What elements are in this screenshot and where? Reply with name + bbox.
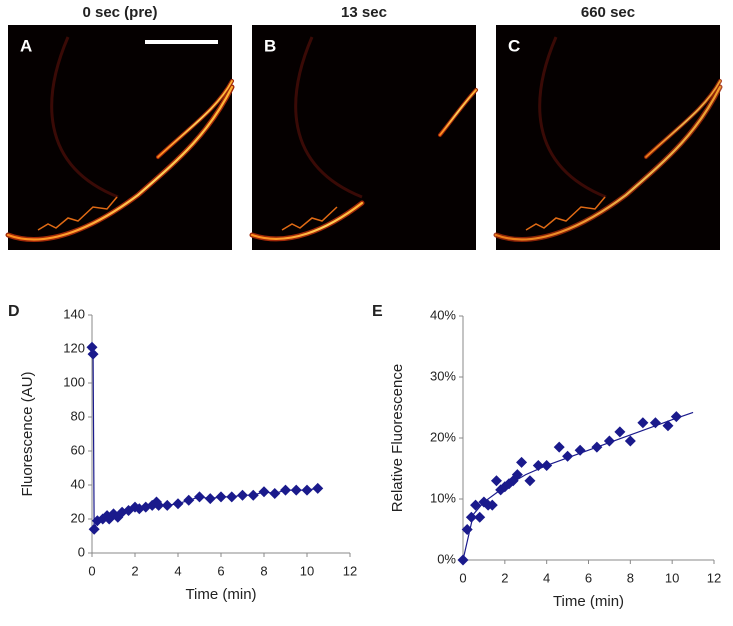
image-title: 13 sec <box>341 4 387 21</box>
faint-membrane <box>50 36 119 199</box>
data-point <box>269 488 281 499</box>
image-title: 0 sec (pre) <box>82 4 157 21</box>
membrane-signal <box>494 85 722 241</box>
x-axis-label: Time (min) <box>185 586 256 603</box>
data-point <box>637 417 649 429</box>
x-tick-label: 4 <box>543 570 550 585</box>
data-point <box>553 441 565 453</box>
y-tick-label: 80 <box>71 408 85 423</box>
data-point <box>183 494 195 506</box>
data-point <box>247 489 259 501</box>
x-tick-label: 10 <box>665 570 679 585</box>
data-point <box>161 499 173 511</box>
y-tick-label: 10% <box>430 490 456 505</box>
data-point <box>237 489 248 501</box>
data-point <box>662 420 674 432</box>
x-tick-label: 12 <box>707 570 721 585</box>
membrane-signal <box>645 80 721 158</box>
data-point <box>194 491 205 503</box>
y-tick-label: 0 <box>78 544 85 559</box>
panel-label: E <box>372 303 383 320</box>
data-point <box>524 475 536 487</box>
y-tick-label: 20% <box>430 429 456 444</box>
data-point <box>574 444 586 456</box>
y-tick-label: 0% <box>437 551 456 566</box>
data-point <box>153 499 165 511</box>
y-tick-label: 30% <box>430 368 456 383</box>
membrane-signal <box>250 201 364 240</box>
x-tick-label: 6 <box>217 563 224 578</box>
data-point <box>87 348 99 360</box>
data-point <box>258 486 270 498</box>
data-point <box>490 475 502 487</box>
image-background <box>252 25 476 250</box>
x-tick-label: 0 <box>88 563 95 578</box>
panel-label: A <box>20 36 32 55</box>
micrograph: B <box>249 25 478 250</box>
data-point <box>301 484 313 496</box>
y-axis-label: Relative Fluorescence <box>389 364 406 512</box>
x-tick-label: 12 <box>343 563 357 578</box>
panel-label: C <box>508 36 520 55</box>
membrane-signal <box>439 89 477 136</box>
data-point <box>172 498 184 510</box>
x-tick-label: 2 <box>501 570 508 585</box>
membrane-signal <box>157 80 233 158</box>
data-point <box>516 456 528 468</box>
x-tick-label: 8 <box>260 563 267 578</box>
data-point <box>312 482 324 494</box>
micrograph: C <box>493 25 723 250</box>
membrane-signal <box>6 85 234 241</box>
x-tick-label: 6 <box>585 570 592 585</box>
faint-membrane <box>294 36 363 199</box>
y-tick-label: 60 <box>71 442 85 457</box>
x-tick-label: 2 <box>131 563 138 578</box>
data-point <box>88 523 100 535</box>
membrane-ruffle <box>281 206 338 231</box>
membrane-ruffle <box>525 196 606 231</box>
data-point <box>624 435 636 447</box>
data-point <box>86 341 98 353</box>
micrograph: A <box>5 25 235 250</box>
y-tick-label: 100 <box>63 374 85 389</box>
data-point <box>226 491 238 503</box>
y-tick-label: 20 <box>71 510 85 525</box>
panel-label: B <box>264 36 276 55</box>
data-point <box>474 511 486 523</box>
image-title: 660 sec <box>581 4 635 21</box>
data-point <box>204 493 216 505</box>
y-tick-label: 140 <box>63 306 85 321</box>
data-line <box>462 411 694 561</box>
image-background <box>8 25 232 250</box>
y-tick-label: 40 <box>71 476 85 491</box>
faint-membrane <box>538 36 607 199</box>
data-point <box>465 511 477 523</box>
data-line <box>91 347 318 530</box>
data-point <box>280 484 291 496</box>
x-tick-label: 4 <box>174 563 181 578</box>
panel-label: D <box>8 303 20 320</box>
image-background <box>496 25 720 250</box>
data-point <box>215 491 227 503</box>
y-tick-label: 120 <box>63 340 85 355</box>
x-tick-label: 10 <box>300 563 314 578</box>
data-point <box>290 484 302 496</box>
data-point <box>649 417 661 429</box>
data-point <box>486 499 498 511</box>
y-axis-label: Fluorescence (AU) <box>19 371 36 496</box>
y-tick-label: 40% <box>430 307 456 322</box>
x-axis-label: Time (min) <box>553 593 624 610</box>
data-point <box>614 426 626 438</box>
x-tick-label: 8 <box>627 570 634 585</box>
x-tick-label: 0 <box>459 570 466 585</box>
membrane-ruffle <box>37 196 118 231</box>
